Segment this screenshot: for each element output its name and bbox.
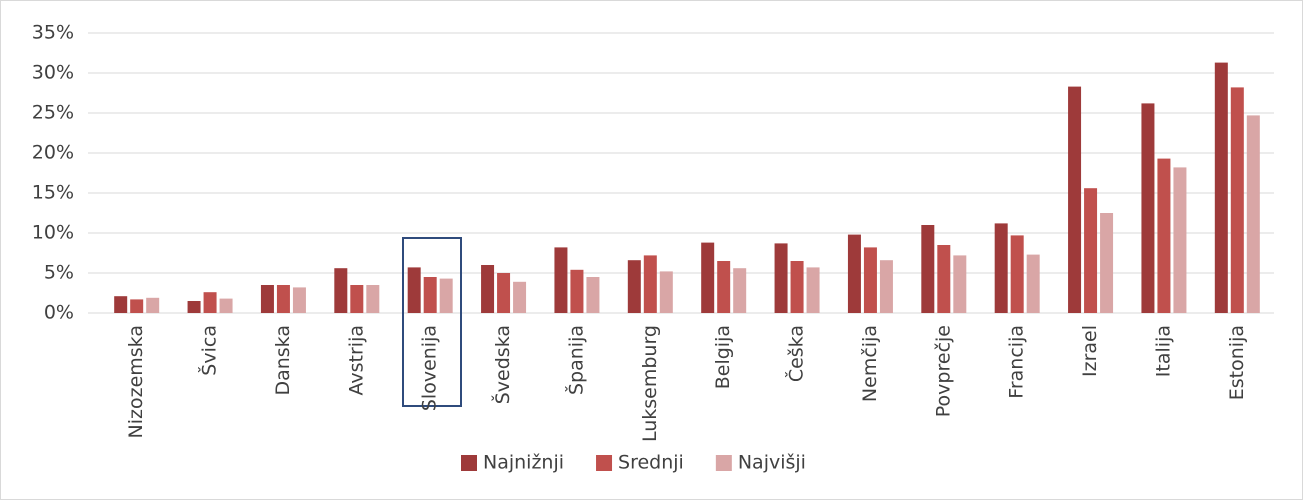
bar	[627, 260, 641, 313]
bar	[1010, 235, 1024, 313]
y-tick-label: 0%	[44, 302, 74, 324]
bar	[953, 255, 967, 313]
x-tick-label: Izrael	[1079, 325, 1101, 377]
bar	[937, 245, 951, 313]
highlight-box	[402, 237, 462, 407]
bar	[1084, 188, 1098, 313]
x-tick-label: Nizozemska	[125, 325, 147, 438]
bar	[1141, 103, 1155, 314]
legend-label: Srednji	[618, 452, 684, 474]
bar	[219, 298, 233, 313]
y-tick-label: 25%	[32, 102, 74, 124]
bar	[423, 277, 437, 313]
bar	[879, 260, 893, 313]
x-tick-label: Španija	[563, 325, 587, 395]
bar	[130, 299, 144, 313]
y-tick-label: 5%	[44, 262, 74, 284]
bar	[203, 292, 217, 313]
legend-label: Najnižnji	[483, 452, 564, 474]
legend-label: Najvišji	[738, 452, 806, 474]
bar	[717, 261, 731, 313]
bar	[1100, 213, 1114, 313]
legend-swatch	[461, 455, 477, 471]
bar	[334, 268, 348, 313]
x-tick-label: Belgija	[712, 325, 734, 389]
bar	[643, 255, 657, 313]
bar	[146, 297, 160, 313]
bar	[554, 247, 568, 313]
bar	[407, 267, 421, 313]
x-tick-label: Nemčija	[859, 325, 881, 402]
bar	[1214, 62, 1228, 313]
x-tick-label: Povprečje	[932, 325, 954, 417]
x-tick-label: Češka	[784, 325, 808, 382]
bar	[276, 285, 290, 313]
bar	[733, 268, 747, 313]
bar	[1173, 167, 1187, 313]
y-tick-label: 15%	[32, 182, 74, 204]
bar	[774, 243, 788, 313]
x-tick-label: Estonija	[1226, 325, 1248, 400]
bar	[659, 271, 673, 313]
bar	[1157, 158, 1171, 313]
bar	[570, 269, 584, 313]
bar	[292, 287, 306, 313]
y-tick-label: 30%	[32, 62, 74, 84]
x-tick-label: Francija	[1006, 325, 1028, 399]
x-tick-label: Avstrija	[345, 325, 367, 396]
bar	[366, 285, 380, 313]
x-tick-label: Luksemburg	[639, 325, 661, 442]
y-tick-label: 35%	[32, 22, 74, 44]
x-tick-label: Danska	[272, 325, 294, 396]
bar	[1068, 86, 1082, 313]
bar	[847, 234, 861, 313]
bar	[790, 261, 804, 313]
x-tick-label: Slovenija	[419, 325, 441, 411]
bar	[350, 285, 364, 313]
bar	[1230, 87, 1244, 314]
bar	[497, 273, 511, 313]
bar	[187, 301, 201, 313]
bar	[439, 278, 453, 313]
bar	[994, 223, 1008, 313]
bar	[481, 265, 495, 313]
bar	[260, 285, 274, 313]
x-tick-label: Švica	[197, 325, 221, 376]
x-tick-label: Švedska	[490, 325, 514, 404]
bar	[701, 242, 715, 313]
bar	[921, 225, 935, 313]
bar	[114, 296, 128, 313]
legend-swatch	[596, 455, 613, 471]
bar	[586, 277, 600, 313]
bar	[863, 247, 877, 313]
x-tick-label: Italija	[1152, 325, 1174, 377]
y-tick-label: 10%	[32, 222, 74, 244]
bar	[1246, 115, 1260, 314]
y-tick-label: 20%	[32, 142, 74, 164]
bar	[1026, 254, 1040, 313]
bar	[806, 267, 820, 313]
legend-swatch	[715, 455, 732, 471]
bar	[513, 281, 527, 313]
